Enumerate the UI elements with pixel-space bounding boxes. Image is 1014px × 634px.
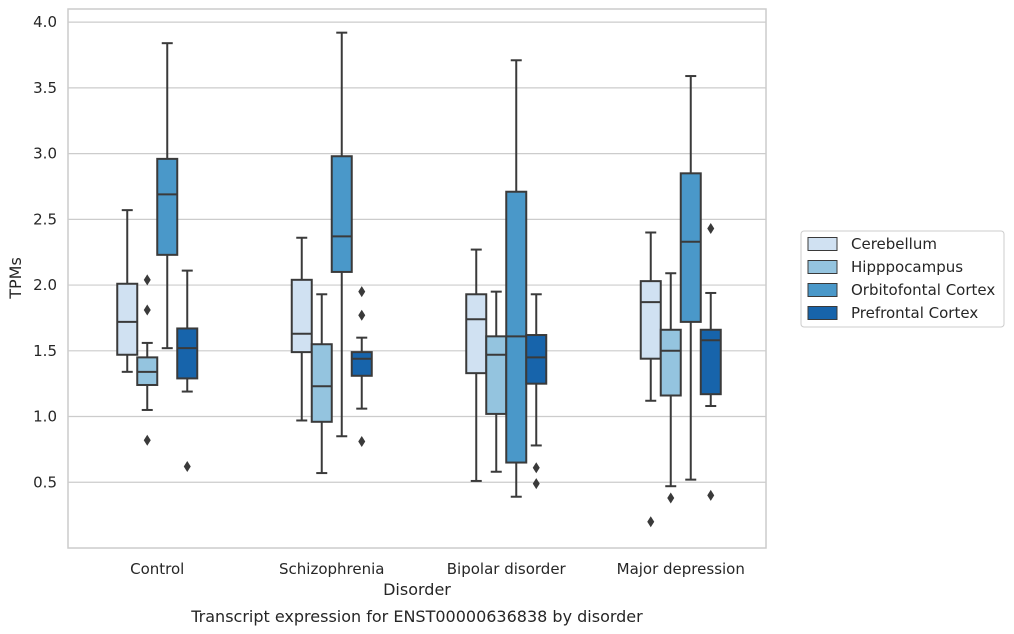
x-tick-label: Major depression [617, 560, 745, 578]
box-1-1 [310, 293, 333, 475]
box-0-0 [116, 209, 139, 373]
iqr-box [505, 190, 528, 464]
iqr-box [156, 157, 179, 256]
chart-caption: Transcript expression for ENST0000063683… [190, 607, 643, 626]
box-2-1 [485, 290, 508, 473]
y-axis-label: TPMs [6, 257, 25, 300]
y-tick-label: 3.5 [33, 79, 57, 97]
iqr-box [350, 351, 373, 377]
x-tick-label: Schizophrenia [279, 560, 384, 578]
y-tick-label: 0.5 [33, 473, 57, 491]
x-axis-label: Disorder [383, 580, 451, 599]
y-tick-label: 2.0 [33, 276, 57, 294]
box-3-0 [639, 231, 662, 528]
iqr-box [659, 328, 682, 397]
box-3-1 [659, 272, 682, 504]
y-tick-label: 1.5 [33, 342, 57, 360]
iqr-box [639, 280, 662, 360]
x-tick-label: Control [130, 560, 184, 578]
box-2-0 [465, 248, 488, 482]
y-tick-label: 2.5 [33, 210, 57, 228]
legend: Cerebellum Hipppocampus Orbitofontal Corte… [800, 230, 1005, 328]
x-axis-ticks: Control Schizophrenia Bipolar disorder Majo… [130, 560, 745, 578]
outlier-point [143, 304, 151, 316]
box-3-3 [699, 223, 722, 501]
iqr-box [330, 155, 353, 273]
outlier-point [707, 489, 715, 501]
outlier-point [647, 516, 655, 528]
box-1-0 [290, 236, 313, 422]
iqr-box [290, 278, 313, 354]
box-2-2 [505, 59, 528, 498]
legend-label: Cerebellum [851, 235, 937, 253]
boxes [116, 31, 722, 528]
y-tick-label: 1.0 [33, 408, 57, 426]
iqr-box [485, 335, 508, 415]
box-1-2 [330, 31, 353, 438]
legend-swatch [807, 237, 838, 251]
legend-swatch [807, 260, 838, 274]
iqr-box [525, 334, 548, 385]
box-0-1 [136, 274, 159, 446]
box-0-2 [156, 42, 179, 350]
outlier-point [667, 492, 675, 504]
legend-swatch [807, 283, 838, 297]
x-tick-label: Bipolar disorder [447, 560, 567, 578]
y-tick-label: 4.0 [33, 13, 57, 31]
outlier-point [532, 478, 540, 490]
outlier-point [183, 460, 191, 472]
legend-label: Orbitofontal Cortex [851, 281, 995, 299]
iqr-box [310, 343, 333, 423]
box-2-3 [525, 293, 548, 490]
legend-label: Prefrontal Cortex [851, 304, 978, 322]
iqr-box [116, 282, 139, 356]
plot-area-frame [67, 8, 767, 549]
iqr-box [679, 172, 702, 323]
iqr-box [699, 328, 722, 396]
iqr-box [176, 327, 199, 380]
y-tick-label: 3.0 [33, 145, 57, 163]
legend-frame [800, 230, 1005, 328]
outlier-point [532, 462, 540, 474]
outlier-point [358, 286, 366, 298]
box-1-3 [350, 286, 373, 448]
outlier-point [707, 223, 715, 235]
outlier-point [358, 309, 366, 321]
y-axis-ticks: 0.5 1.0 1.5 2.0 2.5 3.0 3.5 4.0 [33, 13, 57, 491]
legend-label: Hipppocampus [851, 258, 963, 276]
outlier-point [358, 436, 366, 448]
iqr-box [465, 293, 488, 375]
outlier-point [143, 274, 151, 286]
outlier-point [143, 434, 151, 446]
box-3-2 [679, 75, 702, 481]
box-0-3 [176, 269, 199, 472]
legend-swatch [807, 306, 838, 320]
